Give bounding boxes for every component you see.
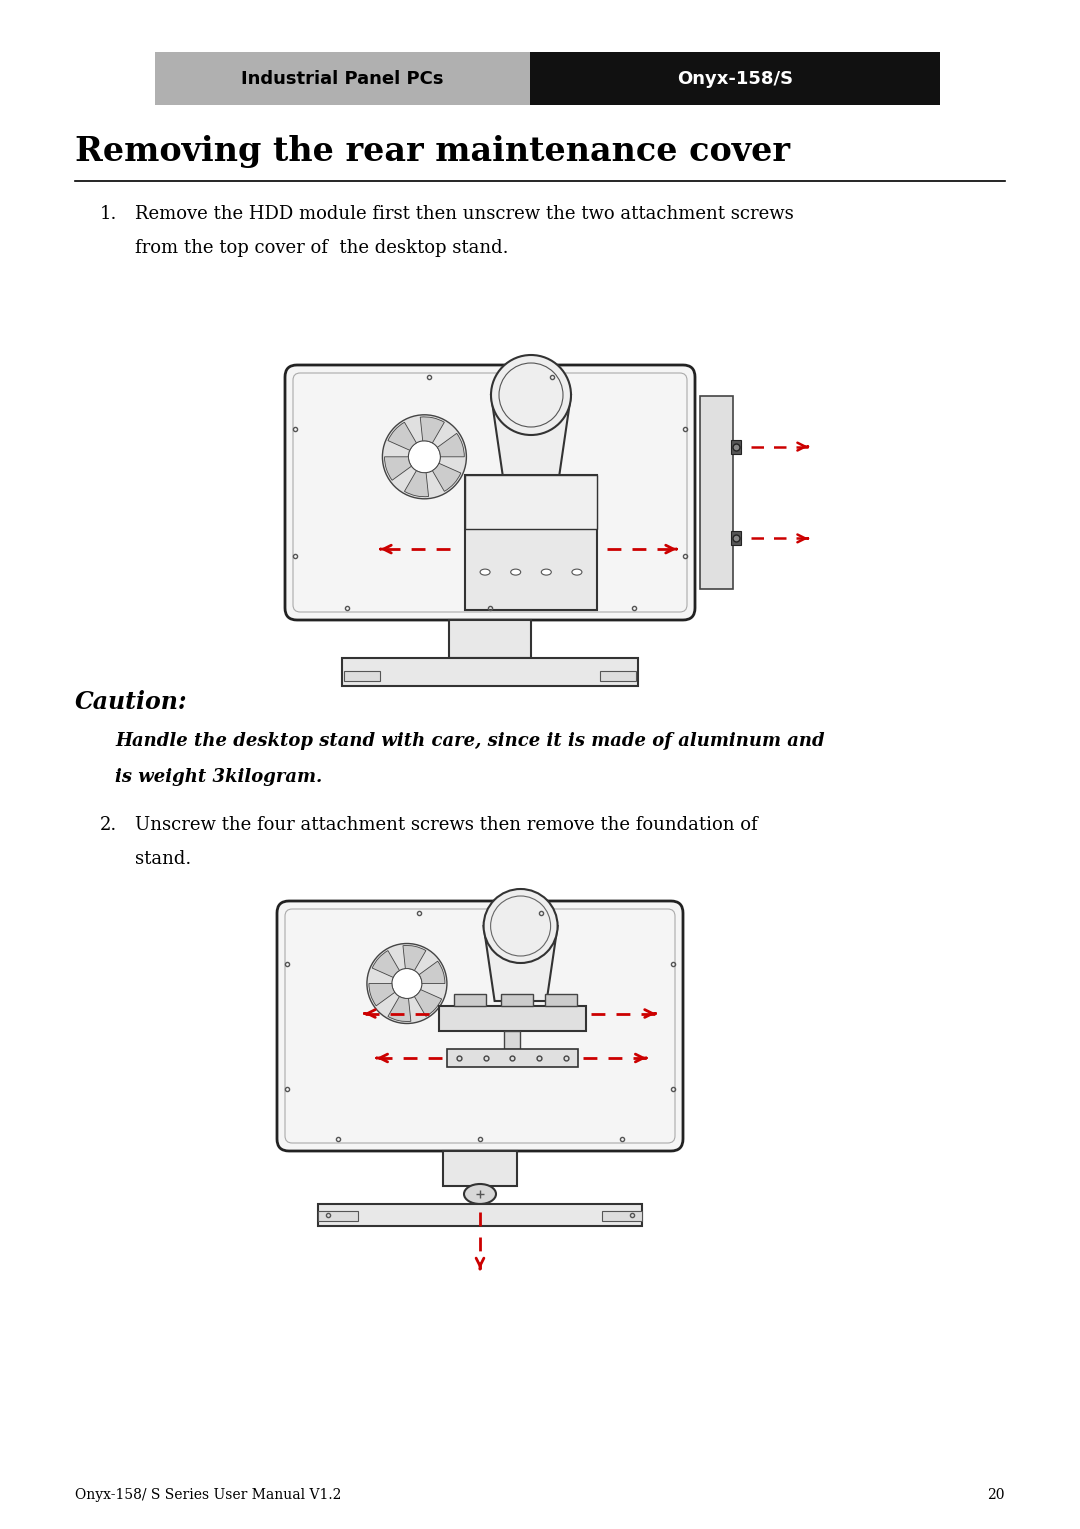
FancyBboxPatch shape [285,365,696,619]
Wedge shape [388,422,417,451]
Ellipse shape [511,569,521,575]
Circle shape [367,943,447,1023]
Polygon shape [484,927,557,1001]
Bar [345,671,380,680]
FancyBboxPatch shape [276,901,683,1151]
Text: 2.: 2. [100,816,118,833]
Bar [444,1151,516,1187]
Text: from the top cover of  the desktop stand.: from the top cover of the desktop stand. [135,239,509,257]
Bar [318,1211,357,1222]
Wedge shape [369,983,395,1006]
Bar [449,619,531,657]
Text: Industrial Panel PCs: Industrial Panel PCs [241,69,444,87]
Wedge shape [437,433,464,457]
Bar [342,657,637,687]
Wedge shape [404,471,429,497]
Bar [700,396,733,589]
Wedge shape [373,951,400,977]
Text: Remove the HDD module first then unscrew the two attachment screws: Remove the HDD module first then unscrew… [135,205,794,223]
Circle shape [382,414,467,498]
Wedge shape [419,962,445,983]
Text: Onyx-158/S: Onyx-158/S [677,69,793,87]
Bar [465,474,596,610]
Ellipse shape [572,569,582,575]
Text: Unscrew the four attachment screws then remove the foundation of: Unscrew the four attachment screws then … [135,816,758,833]
Wedge shape [432,463,461,491]
Bar [465,474,596,529]
Bar [156,52,530,106]
Bar [440,1006,585,1031]
Text: Removing the rear maintenance cover: Removing the rear maintenance cover [75,135,789,168]
Text: Caution:: Caution: [75,690,188,714]
Wedge shape [384,457,411,480]
Bar [530,52,940,106]
Text: 20: 20 [987,1488,1005,1501]
Bar [544,994,577,1006]
Text: is weight 3kilogram.: is weight 3kilogram. [114,768,322,786]
Wedge shape [388,997,410,1021]
Bar [501,994,532,1006]
Bar [447,1049,578,1067]
Text: 1.: 1. [100,205,118,223]
Bar [599,671,636,680]
Wedge shape [403,945,426,971]
Bar [731,440,741,454]
Text: Onyx-158/ S Series User Manual V1.2: Onyx-158/ S Series User Manual V1.2 [75,1488,341,1501]
Polygon shape [491,394,571,477]
Wedge shape [420,417,444,443]
Circle shape [408,440,441,472]
Bar [454,994,486,1006]
Text: stand.: stand. [135,850,191,868]
Bar [603,1211,643,1222]
Circle shape [484,888,557,963]
Wedge shape [415,989,442,1017]
Bar [318,1203,643,1226]
Text: Handle the desktop stand with care, since it is made of aluminum and: Handle the desktop stand with care, sinc… [114,732,825,751]
Ellipse shape [464,1183,496,1203]
Ellipse shape [541,569,551,575]
Ellipse shape [481,569,490,575]
Bar [504,1031,521,1049]
Circle shape [392,968,422,998]
Circle shape [491,355,571,434]
Bar [731,532,741,546]
